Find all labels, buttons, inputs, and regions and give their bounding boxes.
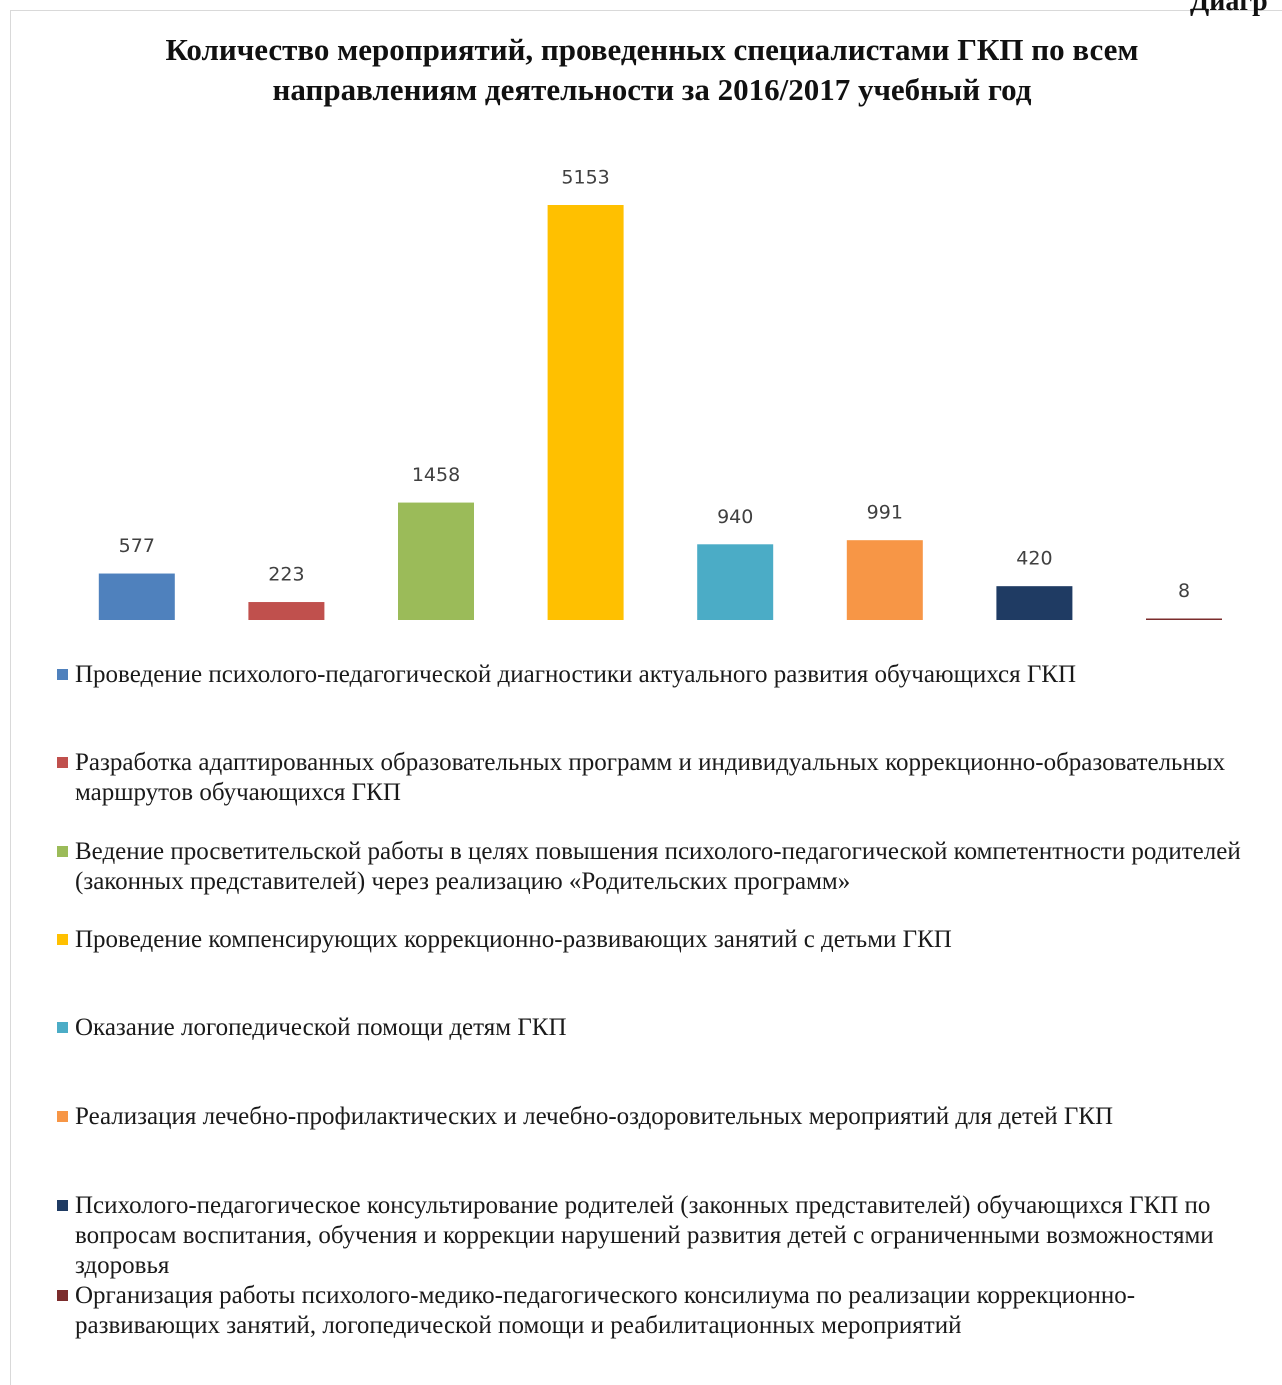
legend-swatch [57, 1111, 68, 1122]
legend-label: Разработка адаптированных образовательны… [75, 749, 1226, 806]
chart-title: Количество мероприятий, проведенных спец… [165, 32, 1139, 107]
chart-frame [10, 10, 1282, 1385]
legend-label: Организация работы психолого-медико-педа… [75, 1282, 1136, 1339]
legend-label: Проведение компенсирующих коррекционно-р… [75, 926, 952, 953]
plot: 577 223 1458 5153 940 991 420 8 [98, 167, 1222, 620]
data-label: 8 [1178, 580, 1190, 602]
bar [98, 573, 175, 620]
legend-label: Оказание логопедической помощи детям ГКП [75, 1014, 567, 1041]
legend-item: Проведение психолого-педагогической диаг… [55, 660, 1270, 690]
legend-swatch [57, 1200, 68, 1211]
data-label: 420 [1016, 548, 1052, 570]
data-label: 991 [867, 502, 903, 524]
legend-item: Организация работы психолого-медико-педа… [55, 1281, 1270, 1341]
legend-label: Реализация лечебно-профилактических и ле… [75, 1103, 1114, 1130]
bar [996, 586, 1073, 620]
bar [846, 540, 923, 620]
legend-swatch [57, 669, 68, 680]
bar [547, 205, 624, 620]
legend-label: Психолого-педагогическое консультировани… [75, 1192, 1214, 1279]
legend-swatch [57, 757, 68, 768]
data-label: 940 [717, 506, 753, 528]
annotation: Диагр [1190, 0, 1268, 17]
bar [398, 502, 474, 620]
legend-swatch [57, 1290, 68, 1301]
bar [697, 544, 774, 620]
legend-item: Психолого-педагогическое консультировани… [55, 1191, 1270, 1281]
legend-item: Проведение компенсирующих коррекционно-р… [55, 925, 1270, 955]
bar [248, 602, 325, 620]
legend-item: Оказание логопедической помощи детям ГКП [55, 1013, 1270, 1043]
legend-item: Ведение просветительской работы в целях … [55, 837, 1270, 897]
bar [1146, 618, 1222, 620]
legend-item: Разработка адаптированных образовательны… [55, 748, 1270, 808]
data-label: 1458 [412, 464, 460, 486]
legend-item: Реализация лечебно-профилактических и ле… [55, 1102, 1270, 1132]
legend-label: Проведение психолого-педагогической диаг… [75, 661, 1077, 688]
legend-swatch [57, 1022, 68, 1033]
legend-label: Ведение просветительской работы в целях … [75, 838, 1241, 895]
data-label: 5153 [561, 167, 609, 189]
legend-swatch [57, 846, 68, 857]
legend-swatch [57, 934, 68, 945]
data-label: 577 [119, 535, 155, 557]
data-label: 223 [268, 564, 304, 586]
